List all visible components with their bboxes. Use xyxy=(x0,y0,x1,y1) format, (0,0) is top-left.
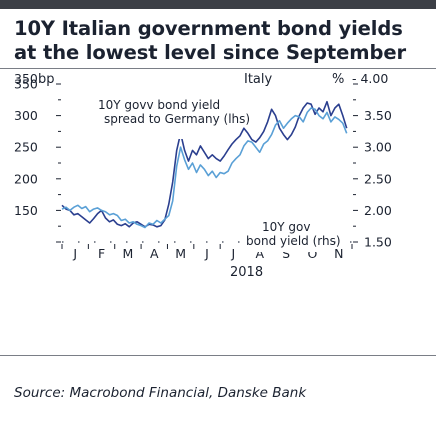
x-year-label: 2018 xyxy=(230,265,263,280)
right-tick-label: 1.50 xyxy=(364,235,392,250)
spread-annotation-line: 10Y govv bond yield xyxy=(98,98,220,112)
left-tick-label: 350 xyxy=(14,77,38,92)
yield-annotation-line: 10Y gov xyxy=(262,220,310,234)
spread-annotation-box xyxy=(94,95,212,139)
spread-series-line xyxy=(61,100,348,228)
x-tick-label: M xyxy=(123,246,134,261)
right-tick-label: 3.50 xyxy=(364,108,392,123)
right-tick-label: - 4.00 xyxy=(352,71,388,86)
right-tick-label: 3.00 xyxy=(364,140,392,155)
x-tick-label: J xyxy=(231,246,236,261)
x-tick-label: S xyxy=(282,246,290,261)
left-tick-label: 300 xyxy=(14,108,38,123)
left-tick-label: 200 xyxy=(14,171,38,186)
footer-divider xyxy=(0,355,436,356)
x-tick-label: N xyxy=(334,246,343,261)
x-tick-label: J xyxy=(204,246,209,261)
x-tick-label: J xyxy=(72,246,77,261)
title-divider xyxy=(0,68,436,69)
x-tick-label: A xyxy=(255,246,264,261)
right-tick-label: 2.50 xyxy=(364,171,392,186)
yield-annotation-box xyxy=(244,218,332,252)
yield-series-line xyxy=(61,107,348,229)
center-label: Italy xyxy=(244,72,273,87)
x-tick-label: O xyxy=(308,246,318,261)
yield-annotation-line: bond yield (rhs) xyxy=(246,234,341,248)
left-tick-label: 350 xyxy=(14,71,38,86)
x-tick-label: F xyxy=(98,246,105,261)
left-tick-label: 250 xyxy=(14,140,38,155)
left-tick-label: 150 xyxy=(14,203,38,218)
chart-title: 10Y Italian government bond yields at th… xyxy=(14,17,406,64)
left-axis-unit: bp xyxy=(38,72,55,87)
right-axis-unit: % xyxy=(332,72,344,87)
right-tick-label: 2.00 xyxy=(364,203,392,218)
spread-annotation-line: spread to Germany (lhs) xyxy=(104,112,250,126)
top-bar xyxy=(0,0,436,9)
series-lines xyxy=(61,100,348,229)
x-tick-label: M xyxy=(175,246,186,261)
source-note: Source: Macrobond Financial, Danske Bank xyxy=(14,385,307,401)
x-tick-label: A xyxy=(150,246,159,261)
